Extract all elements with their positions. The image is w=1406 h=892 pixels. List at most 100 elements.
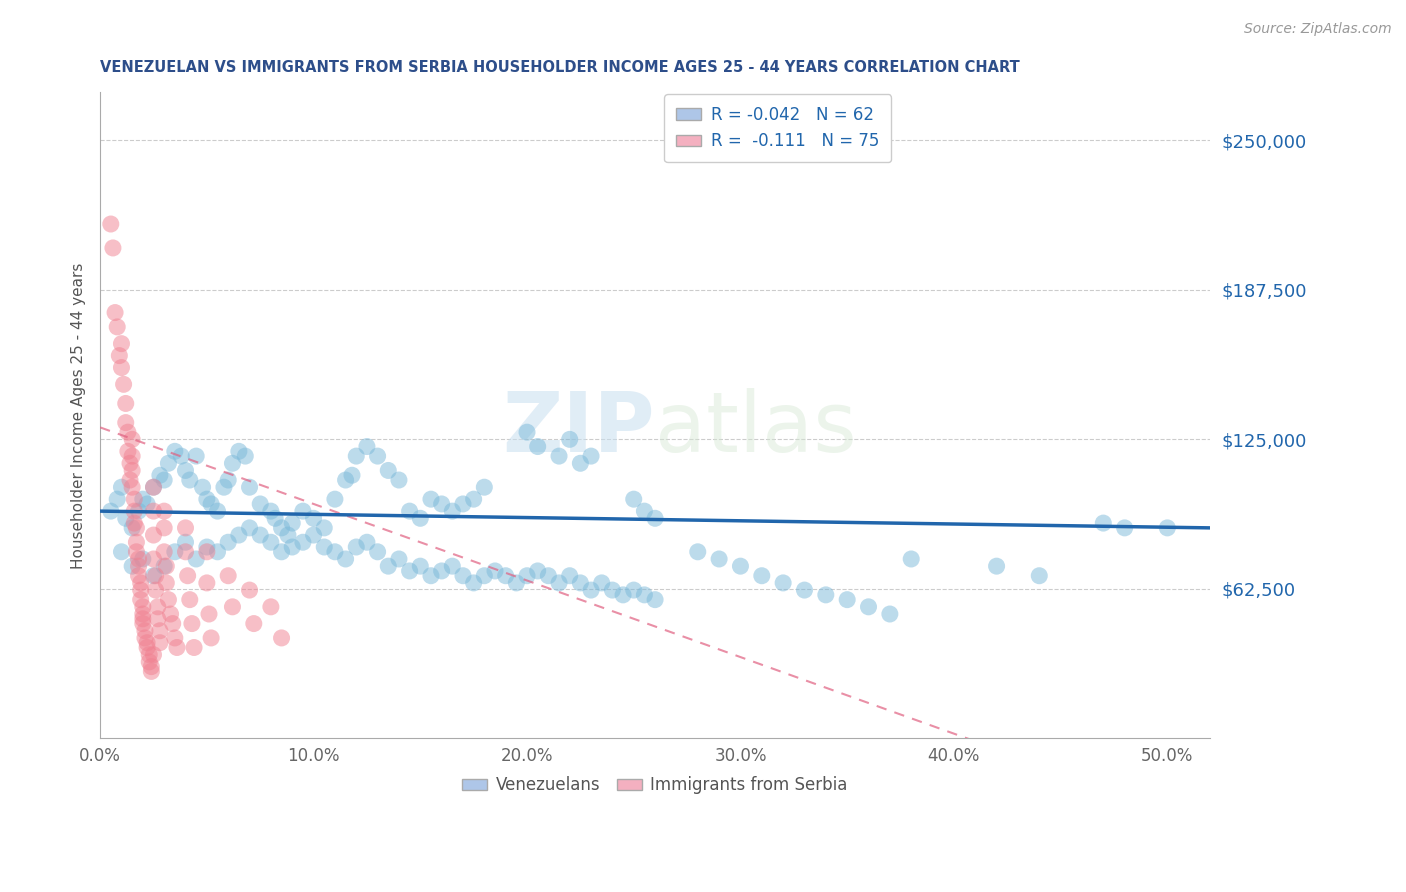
Point: [100, 504, 122, 518]
Point: [495, 568, 517, 582]
Point: [142, 552, 165, 566]
Point: [118, 456, 141, 470]
Point: [388, 473, 411, 487]
Point: [623, 583, 645, 598]
Point: [707, 552, 730, 566]
Point: [335, 473, 357, 487]
Point: [420, 492, 443, 507]
Point: [155, 559, 177, 574]
Point: [537, 568, 560, 582]
Point: [602, 583, 624, 598]
Point: [149, 624, 172, 638]
Point: [157, 592, 180, 607]
Point: [136, 636, 159, 650]
Point: [207, 545, 229, 559]
Y-axis label: Householder Income Ages 25 - 44 years: Householder Income Ages 25 - 44 years: [72, 262, 86, 568]
Point: [121, 449, 143, 463]
Point: [142, 528, 165, 542]
Point: [163, 444, 186, 458]
Point: [270, 521, 292, 535]
Point: [142, 568, 165, 582]
Point: [124, 492, 146, 507]
Point: [129, 583, 152, 598]
Point: [484, 564, 506, 578]
Point: [409, 559, 432, 574]
Point: [420, 568, 443, 582]
Point: [153, 473, 176, 487]
Point: [212, 480, 235, 494]
Point: [162, 616, 184, 631]
Point: [451, 568, 474, 582]
Point: [281, 516, 304, 530]
Point: [277, 528, 299, 542]
Point: [249, 497, 271, 511]
Point: [217, 473, 239, 487]
Point: [129, 575, 152, 590]
Point: [166, 640, 188, 655]
Point: [132, 552, 155, 566]
Point: [117, 425, 139, 440]
Point: [142, 504, 165, 518]
Point: [110, 545, 132, 559]
Point: [121, 521, 143, 535]
Point: [814, 588, 837, 602]
Point: [377, 463, 399, 477]
Point: [125, 521, 148, 535]
Point: [121, 463, 143, 477]
Point: [243, 616, 266, 631]
Point: [409, 511, 432, 525]
Point: [136, 497, 159, 511]
Point: [314, 521, 336, 535]
Point: [155, 575, 177, 590]
Point: [238, 583, 260, 598]
Point: [1028, 568, 1050, 582]
Point: [149, 636, 172, 650]
Point: [858, 599, 880, 614]
Point: [174, 535, 197, 549]
Point: [110, 336, 132, 351]
Point: [367, 449, 389, 463]
Point: [138, 648, 160, 662]
Point: [101, 241, 124, 255]
Point: [132, 616, 155, 631]
Point: [793, 583, 815, 598]
Point: [1114, 521, 1136, 535]
Point: [132, 492, 155, 507]
Point: [228, 528, 250, 542]
Point: [221, 599, 243, 614]
Point: [174, 521, 197, 535]
Point: [134, 624, 156, 638]
Point: [260, 504, 283, 518]
Point: [900, 552, 922, 566]
Point: [302, 511, 325, 525]
Point: [124, 504, 146, 518]
Point: [879, 607, 901, 621]
Point: [153, 521, 176, 535]
Point: [291, 535, 314, 549]
Point: [579, 583, 602, 598]
Point: [105, 319, 128, 334]
Point: [516, 425, 538, 440]
Point: [644, 592, 666, 607]
Point: [145, 568, 167, 582]
Point: [217, 568, 239, 582]
Point: [260, 535, 283, 549]
Point: [238, 521, 260, 535]
Point: [516, 568, 538, 582]
Point: [128, 504, 150, 518]
Point: [291, 504, 314, 518]
Point: [200, 631, 222, 645]
Point: [142, 480, 165, 494]
Point: [142, 480, 165, 494]
Point: [1092, 516, 1115, 530]
Point: [686, 545, 709, 559]
Point: [128, 552, 150, 566]
Point: [591, 575, 613, 590]
Point: [170, 449, 193, 463]
Point: [463, 575, 485, 590]
Point: [569, 456, 592, 470]
Point: [132, 599, 155, 614]
Point: [548, 575, 571, 590]
Point: [340, 468, 363, 483]
Point: [174, 463, 197, 477]
